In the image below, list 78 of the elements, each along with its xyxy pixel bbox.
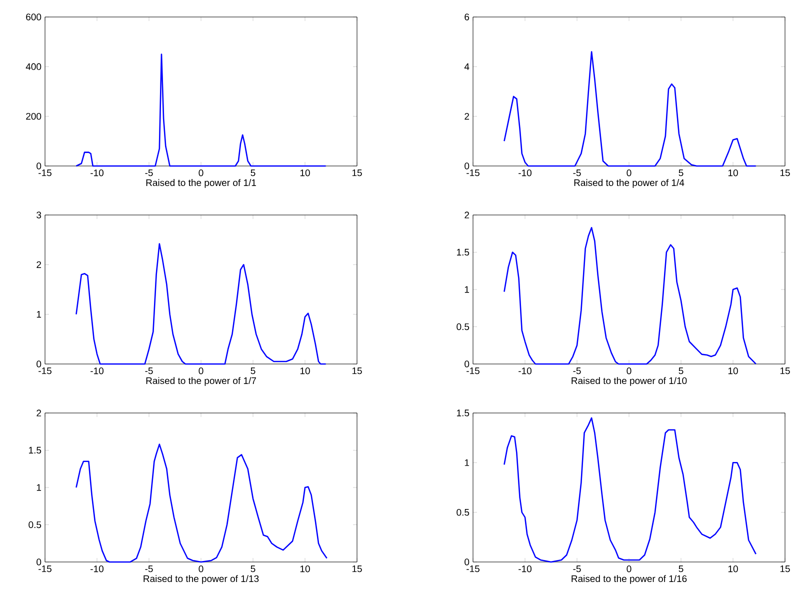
x-axis-title: Raised to the power of 1/1 bbox=[146, 179, 256, 188]
y-tick-label: 600 bbox=[26, 14, 42, 20]
x-tick-label: 15 bbox=[780, 170, 790, 176]
y-tick-label: 1.5 bbox=[29, 446, 42, 454]
x-tick-label: 0 bbox=[198, 169, 204, 176]
x-tick-label: 5 bbox=[250, 368, 256, 374]
y-tick-label: 1.5 bbox=[457, 248, 470, 256]
x-tick-label: 10 bbox=[728, 565, 738, 572]
x-axis-title: Raised to the power of 1/10 bbox=[572, 377, 687, 386]
y-tick-label: 400 bbox=[26, 63, 42, 70]
x-tick-label: 5 bbox=[678, 368, 684, 374]
x-tick-label: -15 bbox=[38, 170, 52, 176]
x-tick-label: -10 bbox=[518, 169, 532, 176]
line-series bbox=[504, 227, 757, 365]
x-tick-label: -5 bbox=[145, 566, 153, 572]
y-tick-label: 2 bbox=[36, 261, 42, 268]
x-tick-label: -10 bbox=[518, 367, 532, 374]
y-tick-label: 1 bbox=[36, 311, 42, 318]
y-tick-label: 0 bbox=[464, 162, 470, 170]
y-tick-label: 3 bbox=[36, 212, 42, 218]
x-axis-title: Raised to the power of 1/16 bbox=[572, 575, 687, 584]
x-tick-label: -15 bbox=[38, 566, 52, 572]
x-tick-label: -10 bbox=[518, 565, 532, 572]
x-tick-label: -5 bbox=[145, 368, 153, 374]
x-tick-label: 15 bbox=[780, 566, 790, 572]
x-tick-label: 0 bbox=[626, 367, 632, 374]
x-tick-label: 15 bbox=[352, 368, 362, 374]
x-tick-label: -10 bbox=[90, 367, 104, 374]
y-tick-label: 6 bbox=[464, 14, 470, 20]
x-tick-label: 5 bbox=[250, 566, 256, 572]
y-tick-label: 0.5 bbox=[28, 521, 42, 528]
x-tick-label: -15 bbox=[466, 368, 480, 374]
y-tick-label: 0.5 bbox=[456, 323, 470, 330]
y-tick-label: 200 bbox=[26, 112, 42, 120]
x-tick-label: 10 bbox=[728, 169, 738, 176]
x-tick-label: -15 bbox=[38, 368, 52, 374]
x-tick-label: 10 bbox=[300, 565, 310, 572]
y-tick-label: 0 bbox=[36, 558, 42, 566]
x-tick-label: 15 bbox=[352, 170, 362, 176]
x-tick-label: 0 bbox=[626, 169, 632, 176]
x-tick-label: -5 bbox=[573, 368, 581, 374]
x-tick-label: 0 bbox=[198, 367, 204, 374]
x-tick-label: 10 bbox=[300, 169, 310, 176]
x-tick-label: -5 bbox=[145, 170, 153, 176]
y-tick-label: 0 bbox=[464, 360, 470, 368]
y-tick-label: 1 bbox=[36, 484, 42, 491]
y-tick-label: 4 bbox=[464, 63, 470, 70]
x-tick-label: 5 bbox=[678, 170, 684, 176]
y-tick-label: 1 bbox=[464, 459, 470, 466]
line-series bbox=[76, 54, 326, 167]
y-tick-label: 0 bbox=[36, 360, 42, 368]
y-tick-label: 0 bbox=[464, 558, 470, 566]
x-tick-label: 15 bbox=[780, 368, 790, 374]
x-tick-label: 15 bbox=[352, 566, 362, 572]
x-tick-label: -5 bbox=[573, 566, 581, 572]
x-tick-label: -10 bbox=[90, 169, 104, 176]
x-tick-label: 5 bbox=[678, 566, 684, 572]
y-tick-label: 1 bbox=[464, 286, 470, 293]
x-axis-title: Raised to the power of 1/4 bbox=[574, 179, 684, 188]
x-tick-label: 5 bbox=[250, 170, 256, 176]
line-series bbox=[76, 243, 326, 365]
x-tick-label: 10 bbox=[300, 367, 310, 374]
line-series bbox=[76, 444, 328, 563]
x-tick-label: 0 bbox=[626, 565, 632, 572]
x-axis-title: Raised to the power of 1/7 bbox=[146, 377, 256, 386]
x-tick-label: -15 bbox=[466, 566, 480, 572]
x-tick-label: 0 bbox=[198, 565, 204, 572]
y-tick-label: 0.5 bbox=[456, 508, 470, 516]
y-tick-label: 1.5 bbox=[457, 410, 470, 416]
x-tick-label: 10 bbox=[728, 367, 738, 374]
y-tick-label: 2 bbox=[464, 212, 470, 218]
x-axis-title: Raised to the power of 1/13 bbox=[144, 575, 259, 584]
y-tick-label: 2 bbox=[464, 112, 470, 120]
y-tick-label: 2 bbox=[36, 410, 42, 416]
y-tick-label: 0 bbox=[36, 162, 42, 170]
x-tick-label: -10 bbox=[90, 565, 104, 572]
x-tick-label: -15 bbox=[466, 170, 480, 176]
x-tick-label: -5 bbox=[573, 170, 581, 176]
